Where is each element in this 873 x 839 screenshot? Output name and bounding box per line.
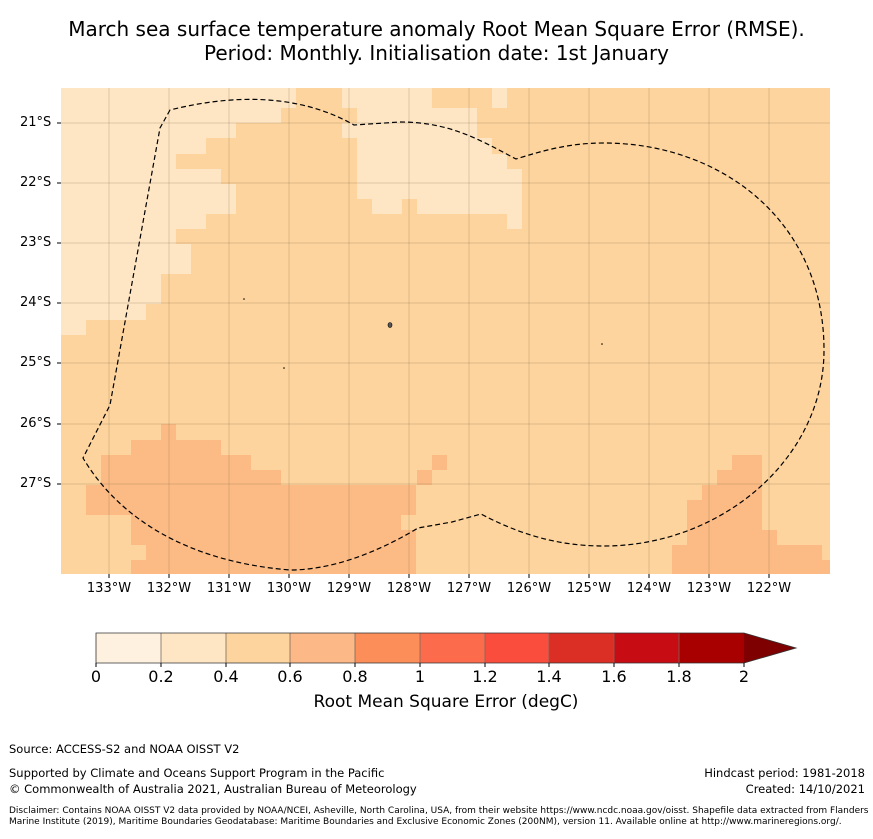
support-text: Supported by Climate and Oceans Support …	[9, 766, 385, 780]
colorbar-bin	[679, 633, 744, 663]
chart-title-line1: March sea surface temperature anomaly Ro…	[68, 17, 805, 41]
colorbar-tick-label: 0.2	[148, 667, 174, 686]
axis-ticks	[57, 122, 770, 578]
colorbar-tick-label: 0	[90, 667, 102, 686]
colorbar-tick-label: 1.8	[666, 667, 692, 686]
lat-label-23s: 23°S	[20, 235, 52, 250]
colorbar	[95, 632, 798, 667]
lon-label-125w: 125°W	[566, 581, 612, 596]
lon-label-122w: 122°W	[746, 581, 792, 596]
chart-title-line2: Period: Monthly. Initialisation date: 1s…	[204, 41, 669, 65]
colorbar-bin	[355, 633, 420, 663]
colorbar-tick-label: 1.2	[472, 667, 498, 686]
lon-label-130w: 130°W	[266, 581, 312, 596]
lon-label-123w: 123°W	[686, 581, 732, 596]
colorbar-extend-arrow	[744, 633, 796, 663]
rmse-region-base-cutouts	[416, 545, 432, 574]
colorbar-bin	[96, 633, 161, 663]
lat-label-26s: 26°S	[20, 416, 52, 431]
lat-label-25s: 25°S	[20, 355, 52, 370]
map-area	[61, 88, 830, 574]
rmse-region-dark	[86, 424, 830, 574]
colorbar-tick-label: 0.4	[213, 667, 239, 686]
rmse-region-light	[61, 88, 522, 335]
colorbar-tick-label: 0.6	[277, 667, 303, 686]
lat-label-22s: 22°S	[20, 175, 52, 190]
lon-label-132w: 132°W	[146, 581, 192, 596]
colorbar-bin	[420, 633, 485, 663]
lat-label-21s: 21°S	[20, 115, 52, 130]
island-marker	[243, 298, 245, 300]
island-marker	[283, 367, 285, 369]
island-marker	[387, 322, 393, 328]
lon-label-131w: 131°W	[206, 581, 252, 596]
disclaimer-text: Disclaimer: Contains NOAA OISST V2 data …	[9, 806, 869, 827]
graticule	[61, 88, 830, 574]
colorbar-tick-label: 1.4	[536, 667, 562, 686]
colorbar-label: Root Mean Square Error (degC)	[313, 692, 579, 712]
colorbar-bin	[226, 633, 290, 663]
colorbar-tick-label: 2	[738, 667, 750, 686]
colorbar-bin	[290, 633, 355, 663]
lon-label-129w: 129°W	[326, 581, 372, 596]
colorbar-bin	[485, 633, 549, 663]
eez-boundary-line	[82, 98, 825, 571]
lat-label-27s: 27°S	[20, 476, 52, 491]
colorbar-bin	[549, 633, 614, 663]
lon-label-133w: 133°W	[86, 581, 132, 596]
colorbar-bin	[161, 633, 226, 663]
copyright-text: © Commonwealth of Australia 2021, Austra…	[9, 782, 417, 796]
lon-label-127w: 127°W	[446, 581, 492, 596]
colorbar-tick-label: 0.8	[342, 667, 368, 686]
colorbar-tick-label: 1	[414, 667, 426, 686]
created-date-text: Created: 14/10/2021	[745, 782, 865, 796]
colorbar-outline	[95, 632, 798, 664]
source-text: Source: ACCESS-S2 and NOAA OISST V2	[9, 742, 240, 756]
colorbar-bin	[614, 633, 679, 663]
lon-label-124w: 124°W	[626, 581, 672, 596]
island-marker	[601, 343, 603, 345]
lon-label-126w: 126°W	[506, 581, 552, 596]
colorbar-tick-label: 1.6	[601, 667, 627, 686]
hindcast-period-text: Hindcast period: 1981-2018	[704, 766, 865, 780]
lat-label-24s: 24°S	[20, 295, 52, 310]
lon-label-128w: 128°W	[386, 581, 432, 596]
